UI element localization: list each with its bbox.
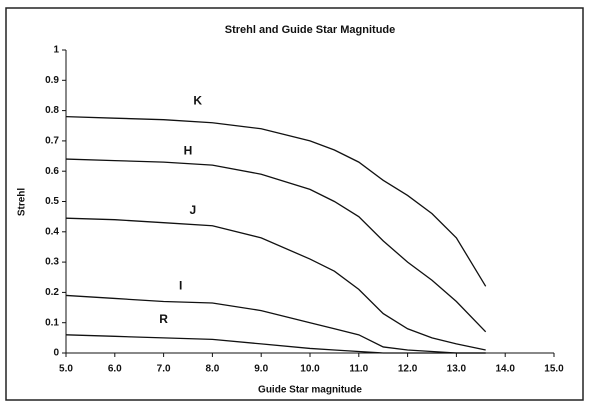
x-tick-label: 14.0 <box>495 364 515 375</box>
x-tick-label: 7.0 <box>157 364 171 375</box>
series-line <box>65 217 486 351</box>
x-tick-label: 6.0 <box>108 364 122 375</box>
series-line <box>65 158 487 333</box>
x-tick-label: 10.0 <box>300 364 320 375</box>
x-tick-label: 9.0 <box>254 364 268 375</box>
y-tick-label: 0.4 <box>45 226 59 237</box>
chart-title: Strehl and Guide Star Magnitude <box>225 24 396 36</box>
x-axis-label: Guide Star magnitude <box>258 385 362 396</box>
y-axis-label: Strehl <box>17 188 28 217</box>
y-tick-label: 0.9 <box>45 75 59 86</box>
y-tick-label: 0.8 <box>45 105 59 116</box>
x-tick-label: 12.0 <box>398 364 418 375</box>
series-line <box>65 116 487 287</box>
series-line <box>65 294 486 354</box>
y-tick-label: 0.1 <box>45 317 59 328</box>
series-line <box>65 334 486 354</box>
y-tick-label: 0.2 <box>45 287 59 298</box>
y-tick-label: 0.6 <box>45 166 59 177</box>
y-tick-label: 0 <box>53 348 59 359</box>
x-tick-label: 8.0 <box>205 364 219 375</box>
series-label: H <box>184 144 193 158</box>
x-tick-label: 5.0 <box>59 364 73 375</box>
series-label: K <box>193 94 202 108</box>
series-label: J <box>190 203 197 217</box>
series-label: I <box>179 279 182 293</box>
chart-frame <box>5 7 584 401</box>
x-tick-label: 11.0 <box>349 364 368 375</box>
y-tick-label: 1 <box>53 45 59 56</box>
x-tick-label: 13.0 <box>447 364 467 375</box>
y-tick-label: 0.3 <box>45 257 59 268</box>
x-tick-label: 15.0 <box>544 364 564 375</box>
y-tick-label: 0.7 <box>45 136 59 147</box>
y-tick-label: 0.5 <box>45 196 59 207</box>
series-label: R <box>159 312 168 326</box>
